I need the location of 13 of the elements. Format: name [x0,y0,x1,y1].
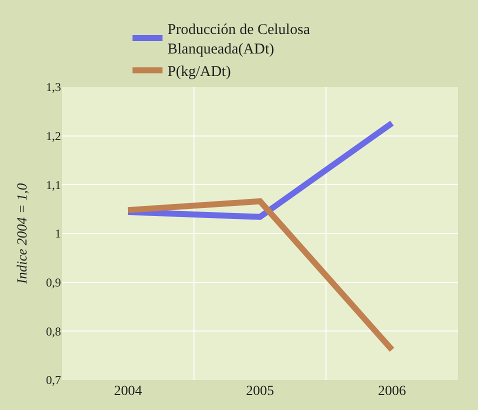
y-tick-label: 1 [55,226,61,241]
legend-label: Producción de Celulosa Blanqueada(ADt) [168,22,310,58]
legend-label: P(kg/ADt) [168,64,231,80]
y-tick-label: 1,1 [46,178,61,192]
y-tick-label: 1,3 [46,80,61,94]
y-tick-label: 0,7 [46,373,61,388]
x-tick-label: 2006 [378,384,406,399]
x-tick-label: 2004 [114,384,142,399]
y-tick-label: 0,9 [46,276,61,290]
y-tick-label: 1,2 [46,129,61,144]
x-tick-label: 2005 [246,384,274,399]
y-tick-label: 0,8 [46,324,61,338]
y-axis-title: Indice 2004 = 1,0 [16,183,31,285]
